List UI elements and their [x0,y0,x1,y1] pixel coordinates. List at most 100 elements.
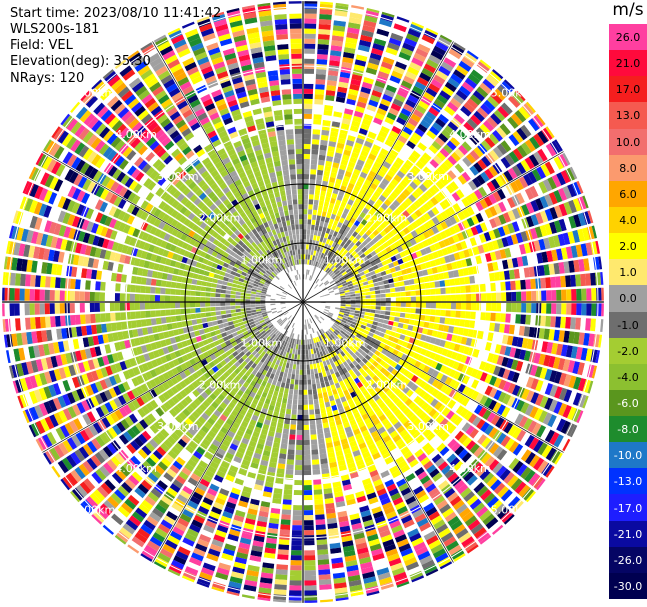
range-gate [340,201,347,208]
range-gate [408,117,419,127]
range-gate [457,373,466,383]
range-gate [236,505,247,513]
range-gate [588,333,595,347]
range-gate [465,455,476,467]
range-gate [307,324,310,330]
range-gate [389,203,397,211]
range-gate [216,470,226,479]
range-gate [348,273,355,278]
range-gate [329,542,341,549]
range-gate [386,258,393,264]
range-gate [355,137,365,145]
range-gate [175,475,186,485]
range-gate [459,408,469,418]
range-gate [294,354,298,360]
range-gate [563,217,572,230]
range-gate [436,331,443,339]
range-gate [234,556,247,565]
range-gate [380,270,387,276]
range-gate [540,277,546,289]
range-gate [398,51,411,61]
range-gate [355,265,362,271]
range-gate [111,513,124,526]
range-gate [384,543,397,553]
range-gate [252,488,262,496]
range-gate [541,303,547,314]
range-gate [475,381,484,392]
range-gate [216,524,229,534]
range-gate [492,69,504,80]
range-gate [319,308,325,312]
range-gate [575,346,583,360]
range-gate [426,268,433,275]
range-gate [407,94,419,104]
range-gate [271,333,276,339]
range-gate [329,307,335,311]
range-gate [357,250,364,256]
range-gate [340,474,350,481]
range-gate [352,281,358,286]
range-gate [372,334,379,340]
range-gate [524,188,534,200]
range-gate [289,383,294,390]
range-gate [303,349,306,355]
range-gate [421,67,434,78]
range-gate [177,425,187,434]
range-gate [267,430,275,437]
range-gate [276,396,283,403]
range-gate [325,160,333,167]
range-gate [399,416,409,425]
range-gate [230,571,244,579]
range-gate [347,199,354,206]
range-gate [279,339,284,345]
range-gate [422,203,431,212]
range-gate [352,449,361,457]
range-gate [348,17,362,25]
range-gate [433,74,446,85]
range-gate [278,417,284,424]
range-gate [388,262,395,269]
range-gate [245,310,252,314]
range-gate [236,429,245,437]
range-gate [248,366,254,373]
range-gate [220,310,226,315]
range-gate [365,67,378,75]
range-gate [278,332,283,338]
range-gate [319,195,325,202]
range-gate [344,265,350,271]
range-gate [374,268,381,274]
range-gate [351,5,365,10]
range-gate [217,430,226,439]
range-gate [329,60,340,67]
range-gate [328,456,337,463]
range-gate [377,336,384,342]
range-gate [322,478,331,485]
range-gate [432,251,439,259]
range-gate [405,291,411,297]
range-gate [231,438,241,447]
range-gate [314,285,319,290]
range-gate [538,328,545,339]
range-gate [261,454,270,462]
range-gate [316,352,321,358]
range-gate [512,443,524,456]
range-gate [401,329,408,335]
range-gate [450,519,463,531]
range-gate [353,486,364,494]
range-gate [271,416,278,423]
range-gate [359,385,366,393]
range-gate [528,472,540,486]
range-gate [341,319,347,324]
range-gate [213,576,227,586]
range-gate [390,297,396,302]
range-gate [361,240,368,247]
range-gate [421,193,430,202]
range-gate [315,524,326,530]
range-gate [486,181,496,192]
range-gate [198,403,207,412]
range-gate [312,459,320,465]
range-gate [327,390,333,397]
range-gate [334,587,348,594]
range-gate [375,422,384,430]
range-gate [464,276,471,285]
